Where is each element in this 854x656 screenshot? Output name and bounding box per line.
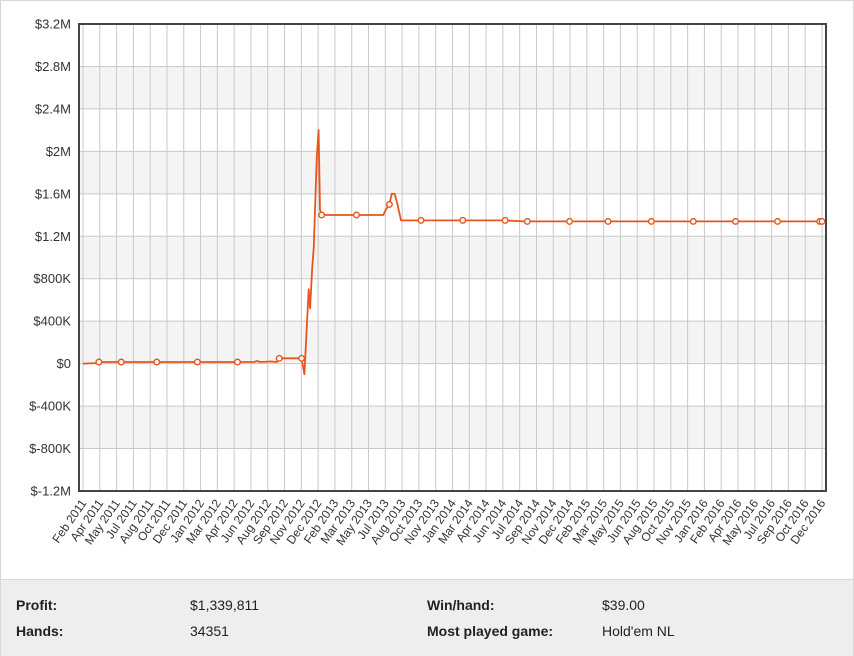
data-point (352, 211, 360, 219)
stats-panel: Profit: $1,339,811 Hands: 34351 Win/hand… (1, 579, 853, 656)
data-point (604, 217, 612, 225)
data-point (193, 358, 201, 366)
most-played-game-value: Hold'em NL (602, 623, 675, 639)
y-tick-label: $400K (33, 314, 71, 329)
win-per-hand-value: $39.00 (602, 597, 645, 613)
win-per-hand-label: Win/hand: (427, 597, 495, 613)
hands-label: Hands: (16, 623, 64, 639)
data-point (275, 354, 283, 362)
hands-value: 34351 (190, 623, 229, 639)
y-tick-label: $0 (57, 356, 71, 371)
data-point (501, 216, 509, 224)
data-point (818, 217, 826, 225)
data-point (233, 358, 241, 366)
y-tick-label: $2.4M (35, 101, 71, 116)
profit-series (82, 129, 826, 376)
y-tick-label: $2.8M (35, 59, 71, 74)
y-tick-label: $3.2M (35, 17, 71, 32)
profit-value: $1,339,811 (190, 597, 260, 613)
data-point (318, 211, 326, 219)
data-point (153, 358, 161, 366)
profit-chart: $3.2M $2.8M $2.4M $2M $1.6M $1.2M $800K $400K $0… (29, 17, 829, 548)
data-point (566, 217, 574, 225)
data-point (773, 217, 781, 225)
y-tick-label: $2M (46, 144, 71, 159)
most-played-game-label: Most played game: (427, 623, 554, 639)
data-point (385, 200, 393, 208)
data-point (417, 216, 425, 224)
data-point (689, 217, 697, 225)
y-tick-label: $-800K (29, 441, 71, 456)
data-point (732, 217, 740, 225)
data-point (95, 358, 103, 366)
profit-label: Profit: (16, 597, 58, 613)
data-point (523, 217, 531, 225)
y-tick-label: $-1.2M (31, 484, 71, 499)
y-tick-label: $1.2M (35, 229, 71, 244)
y-tick-label: $-400K (29, 399, 71, 414)
plot-border (78, 23, 827, 492)
data-point (459, 216, 467, 224)
data-point (298, 354, 306, 362)
y-tick-label: $800K (33, 271, 71, 286)
y-axis: $3.2M $2.8M $2.4M $2M $1.6M $1.2M $800K $400K $0… (29, 17, 71, 499)
data-point (647, 217, 655, 225)
y-tick-label: $1.6M (35, 186, 71, 201)
data-point (117, 358, 125, 366)
